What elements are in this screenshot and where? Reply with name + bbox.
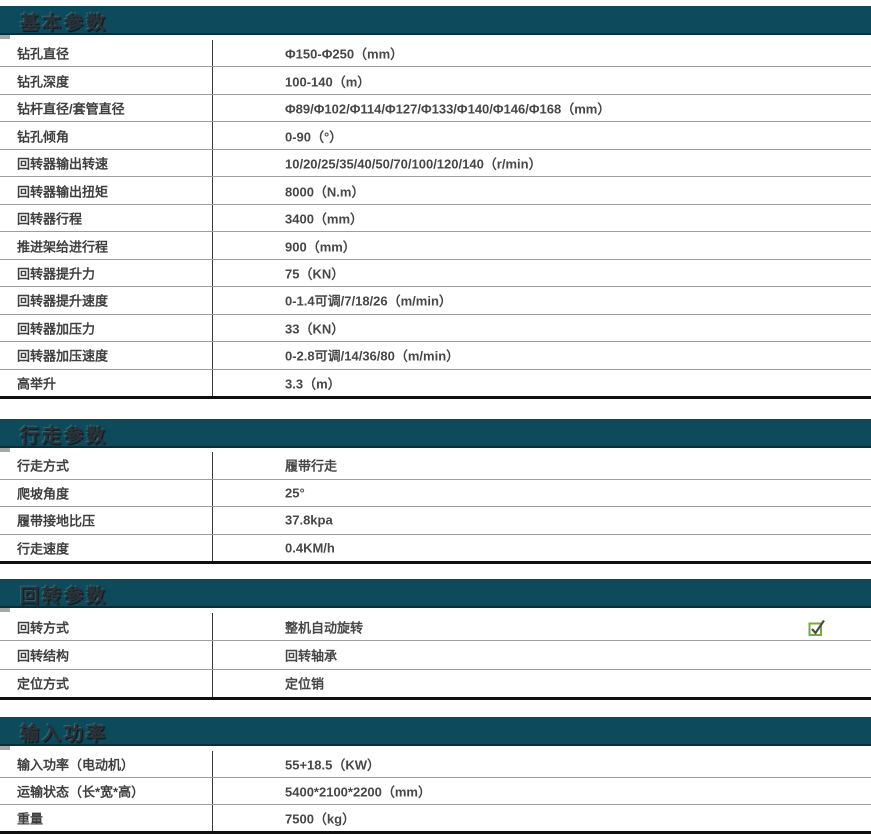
table-row: 回转器加压力 33（KN） xyxy=(0,315,871,343)
table-row: 回转器加压速度 0-2.8可调/14/36/80（m/min） xyxy=(0,342,871,370)
table-row: 高举升 3.3（m） xyxy=(0,370,871,396)
row-label: 履带接地比压 xyxy=(17,513,96,529)
row-label: 回转器行程 xyxy=(17,211,83,227)
row-value: 履带行走 xyxy=(285,458,338,474)
row-value: 整机自动旋转 xyxy=(285,620,364,636)
row-label: 回转器提升速度 xyxy=(17,293,109,309)
table-row: 回转器输出扭矩 8000（N.m） xyxy=(0,177,871,205)
table-row: 钻孔倾角 0-90（°） xyxy=(0,122,871,150)
table-row: 履带接地比压 37.8kpa xyxy=(0,507,871,535)
row-value: 10/20/25/35/40/50/70/100/120/140（r/min） xyxy=(285,156,542,172)
row-value: 0-90（°） xyxy=(285,129,343,145)
row-value: 25° xyxy=(285,485,305,501)
table-row: 钻孔直径 Φ150-Φ250（mm） xyxy=(0,40,871,68)
row-label: 钻孔深度 xyxy=(17,74,70,90)
spec-table: 回转方式 整机自动旋转 回转结构 回转轴承 定位方式 定位销 xyxy=(0,613,871,700)
row-label: 回转方式 xyxy=(17,620,70,636)
row-label: 回转结构 xyxy=(17,648,70,664)
row-value: 0-2.8可调/14/36/80（m/min） xyxy=(285,348,460,364)
table-row: 重量 7500（kg） xyxy=(0,805,871,831)
row-label: 回转器加压力 xyxy=(17,321,96,337)
table-row: 回转器输出转速 10/20/25/35/40/50/70/100/120/140… xyxy=(0,150,871,178)
table-row: 输入功率（电动机） 55+18.5（KW） xyxy=(0,751,871,778)
row-value: Φ89/Φ102/Φ114/Φ127/Φ133/Φ140/Φ146/Φ168（m… xyxy=(285,101,611,117)
section-header-bar: 回转参数 xyxy=(0,579,871,608)
section-title: 输入功率 xyxy=(20,724,109,745)
row-value: 7500（kg） xyxy=(285,811,356,827)
row-label: 输入功率（电动机） xyxy=(17,757,135,773)
row-value: 55+18.5（KW） xyxy=(285,757,381,773)
table-row: 回转方式 整机自动旋转 xyxy=(0,613,871,642)
table-row: 行走速度 0.4KM/h xyxy=(0,535,871,562)
row-value: 定位销 xyxy=(285,676,325,692)
row-label: 爬坡角度 xyxy=(17,486,70,502)
table-row: 定位方式 定位销 xyxy=(0,670,871,697)
row-value: 37.8kpa xyxy=(285,512,333,528)
column-divider xyxy=(212,751,213,831)
checked-checkbox-icon[interactable] xyxy=(808,617,827,636)
row-value: 0-1.4可调/7/18/26（m/min） xyxy=(285,293,452,309)
row-label: 定位方式 xyxy=(17,676,70,692)
row-value: 100-140（m） xyxy=(285,74,371,90)
row-label: 钻孔直径 xyxy=(17,46,70,62)
column-divider xyxy=(212,613,213,697)
row-value: 8000（N.m） xyxy=(285,184,365,200)
spec-table: 钻孔直径 Φ150-Φ250（mm） 钻孔深度 100-140（m） 钻杆直径/… xyxy=(0,40,871,399)
header-shadow-notch xyxy=(0,746,10,750)
row-label: 行走方式 xyxy=(17,458,70,474)
header-shadow-notch xyxy=(0,35,10,39)
table-row: 回转器提升速度 0-1.4可调/7/18/26（m/min） xyxy=(0,287,871,315)
row-value: 0.4KM/h xyxy=(285,540,335,556)
table-row: 回转器提升力 75（KN） xyxy=(0,260,871,288)
row-value: 3400（mm） xyxy=(285,211,364,227)
row-label: 钻杆直径/套管直径 xyxy=(17,101,125,117)
row-label: 高举升 xyxy=(17,376,57,392)
header-shadow-notch xyxy=(0,448,10,452)
header-shadow-notch xyxy=(0,608,10,612)
table-row: 运输状态（长*宽*高） 5400*2100*2200（mm） xyxy=(0,778,871,805)
row-value: 900（mm） xyxy=(285,239,356,255)
row-label: 回转器输出转速 xyxy=(17,156,109,172)
row-value: 75（KN） xyxy=(285,266,345,282)
section-header-bar: 行走参数 xyxy=(0,419,871,448)
table-row: 钻孔深度 100-140（m） xyxy=(0,67,871,95)
table-row: 爬坡角度 25° xyxy=(0,480,871,507)
section-title: 行走参数 xyxy=(20,426,109,447)
column-divider xyxy=(212,40,213,396)
row-label: 回转器输出扭矩 xyxy=(17,184,109,200)
section-header-bar: 输入功率 xyxy=(0,717,871,746)
section-title: 基本参数 xyxy=(20,13,109,34)
row-label: 重量 xyxy=(17,811,44,827)
row-value: 5400*2100*2200（mm） xyxy=(285,784,431,800)
row-label: 推进架给进行程 xyxy=(17,239,109,255)
spec-table: 输入功率（电动机） 55+18.5（KW） 运输状态（长*宽*高） 5400*2… xyxy=(0,751,871,834)
table-row: 回转器行程 3400（mm） xyxy=(0,205,871,233)
table-row: 钻杆直径/套管直径 Φ89/Φ102/Φ114/Φ127/Φ133/Φ140/Φ… xyxy=(0,95,871,123)
spec-table: 行走方式 履带行走 爬坡角度 25° 履带接地比压 37.8kpa xyxy=(0,452,871,564)
table-row: 推进架给进行程 900（mm） xyxy=(0,232,871,260)
row-label: 行走速度 xyxy=(17,541,70,557)
row-label: 回转器加压速度 xyxy=(17,348,109,364)
row-label: 钻孔倾角 xyxy=(17,129,70,145)
section-header-bar: 基本参数 xyxy=(0,6,871,35)
row-label: 运输状态（长*宽*高） xyxy=(17,784,145,800)
table-row: 回转结构 回转轴承 xyxy=(0,641,871,670)
row-value: 回转轴承 xyxy=(285,648,338,664)
row-value: 33（KN） xyxy=(285,321,345,337)
row-value: Φ150-Φ250（mm） xyxy=(285,46,404,62)
row-label: 回转器提升力 xyxy=(17,266,96,282)
section-title: 回转参数 xyxy=(20,586,109,607)
table-row: 行走方式 履带行走 xyxy=(0,452,871,480)
row-value: 3.3（m） xyxy=(285,376,341,392)
